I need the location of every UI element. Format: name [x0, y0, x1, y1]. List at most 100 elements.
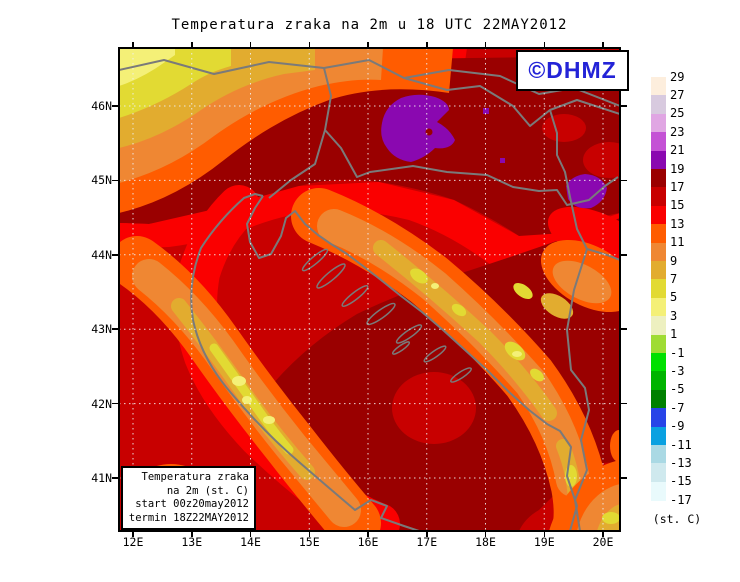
colorbar-level-label: 25 [670, 106, 685, 121]
island-outlines [301, 248, 472, 383]
lon-tick-label: 16E [357, 535, 379, 549]
colorbar-swatch [651, 169, 666, 188]
lat-tick-label: 44N [91, 247, 112, 262]
colorbar-swatch [651, 353, 666, 372]
lon-tick-bottom [132, 531, 134, 537]
colorbar-level-label: 1 [670, 327, 678, 342]
colorbar-level-label: -11 [670, 437, 692, 452]
lon-tick-top [602, 42, 604, 48]
colorbar-level-label: 17 [670, 179, 685, 194]
lon-tick-top [426, 42, 428, 48]
colorbar-swatch [651, 371, 666, 391]
info-line-level: na 2m (st. C) [166, 484, 249, 497]
lon-tick-top [367, 42, 369, 48]
colorbar-level-label: -5 [670, 382, 685, 397]
colorbar-swatch [651, 408, 666, 428]
lat-tick-left [112, 105, 119, 107]
lat-tick-left [112, 179, 119, 182]
lat-tick-right [620, 254, 627, 256]
lat-tick-right [620, 179, 627, 182]
lat-tick-right [620, 328, 627, 330]
lon-tick-bottom [191, 531, 193, 537]
colorbar-swatch [651, 261, 666, 280]
colorbar-swatch [651, 150, 666, 170]
lat-tick-label: 45N [91, 173, 112, 188]
colorbar-level-label: 19 [670, 161, 685, 176]
country-borders [119, 59, 620, 531]
lon-tick-top [249, 42, 252, 48]
info-line-variable: Temperatura zraka [141, 471, 249, 483]
lon-tick-label: 17E [416, 535, 438, 549]
colorbar-swatch [651, 463, 666, 483]
lat-tick-right [620, 402, 627, 405]
lat-tick-left [112, 328, 119, 330]
lat-tick-right [620, 105, 627, 107]
colorbar-level-label: 7 [670, 271, 678, 286]
colorbar-level-label: 5 [670, 290, 678, 305]
lon-tick-top [308, 42, 310, 48]
colorbar-level-label: -3 [670, 363, 685, 378]
map-frame [118, 47, 621, 532]
colorbar-level-label: 29 [670, 69, 685, 84]
lon-tick-top [191, 42, 193, 48]
warm-spot-purple [381, 94, 607, 209]
colorbar-level-label: 9 [670, 253, 678, 268]
colorbar-level-label: 13 [670, 216, 685, 231]
colorbar-swatch [651, 297, 666, 317]
lon-tick-bottom [602, 531, 604, 537]
lon-tick-bottom [484, 531, 487, 537]
lon-tick-label: 12E [122, 535, 144, 549]
colorbar-level-label: 3 [670, 308, 678, 323]
lon-tick-label: 13E [181, 535, 203, 549]
temperature-field [119, 48, 620, 531]
lon-tick-top [543, 42, 545, 48]
colorbar-swatch [651, 481, 666, 501]
lon-tick-top [484, 42, 487, 48]
lon-tick-label: 18E [475, 535, 496, 549]
lat-tick-label: 43N [91, 322, 112, 337]
lat-lon-grid [119, 48, 620, 531]
lat-tick-right [620, 477, 627, 479]
colorbar-swatch [651, 445, 666, 464]
colorbar-swatch [651, 132, 666, 152]
colorbar-level-label: 27 [670, 87, 685, 102]
colorbar-swatch [651, 113, 666, 133]
colorbar-unit-label: (st. C) [652, 512, 702, 526]
colorbar-swatch [651, 389, 666, 409]
lon-tick-bottom [543, 531, 545, 537]
colorbar-swatch [651, 187, 666, 207]
info-box: Temperatura zraka na 2m (st. C) start 00… [121, 466, 256, 530]
colorbar-level-label: -15 [670, 474, 692, 489]
dhmz-logo-text: ©DHMZ [528, 57, 617, 83]
colorbar-swatch [651, 77, 666, 96]
info-line-termin: termin 18Z22MAY2012 [128, 511, 249, 524]
lat-tick-label: 42N [91, 396, 112, 411]
colorbar-level-label: 11 [670, 235, 685, 250]
colorbar-level-label: 21 [670, 143, 685, 158]
info-line-start: start 00z20may2012 [135, 498, 249, 510]
lon-tick-label: 19E [533, 535, 555, 549]
colorbar-swatch [651, 279, 666, 299]
colorbar-level-label: -1 [670, 345, 685, 360]
lon-tick-bottom [367, 531, 369, 537]
colorbar-swatch [651, 316, 666, 336]
colorbar-level-label: -9 [670, 419, 685, 434]
lon-tick-label: 20E [592, 535, 614, 549]
colorbar-swatch [651, 426, 666, 446]
colorbar-level-label: 23 [670, 124, 685, 139]
colorbar-level-label: -13 [670, 455, 692, 470]
lat-tick-label: 46N [91, 99, 112, 113]
colorbar-swatch [651, 205, 666, 225]
dhmz-watermark: ©DHMZ [516, 50, 629, 91]
lon-tick-bottom [308, 531, 310, 537]
lon-tick-bottom [426, 531, 428, 537]
colorbar-level-label: -7 [670, 400, 685, 415]
lon-tick-label: 14E [240, 535, 261, 549]
lat-tick-left [112, 402, 119, 405]
lon-tick-label: 15E [298, 535, 320, 549]
colorbar-swatch [651, 95, 666, 115]
lat-tick-left [112, 254, 119, 256]
lat-tick-label: 41N [91, 471, 112, 485]
